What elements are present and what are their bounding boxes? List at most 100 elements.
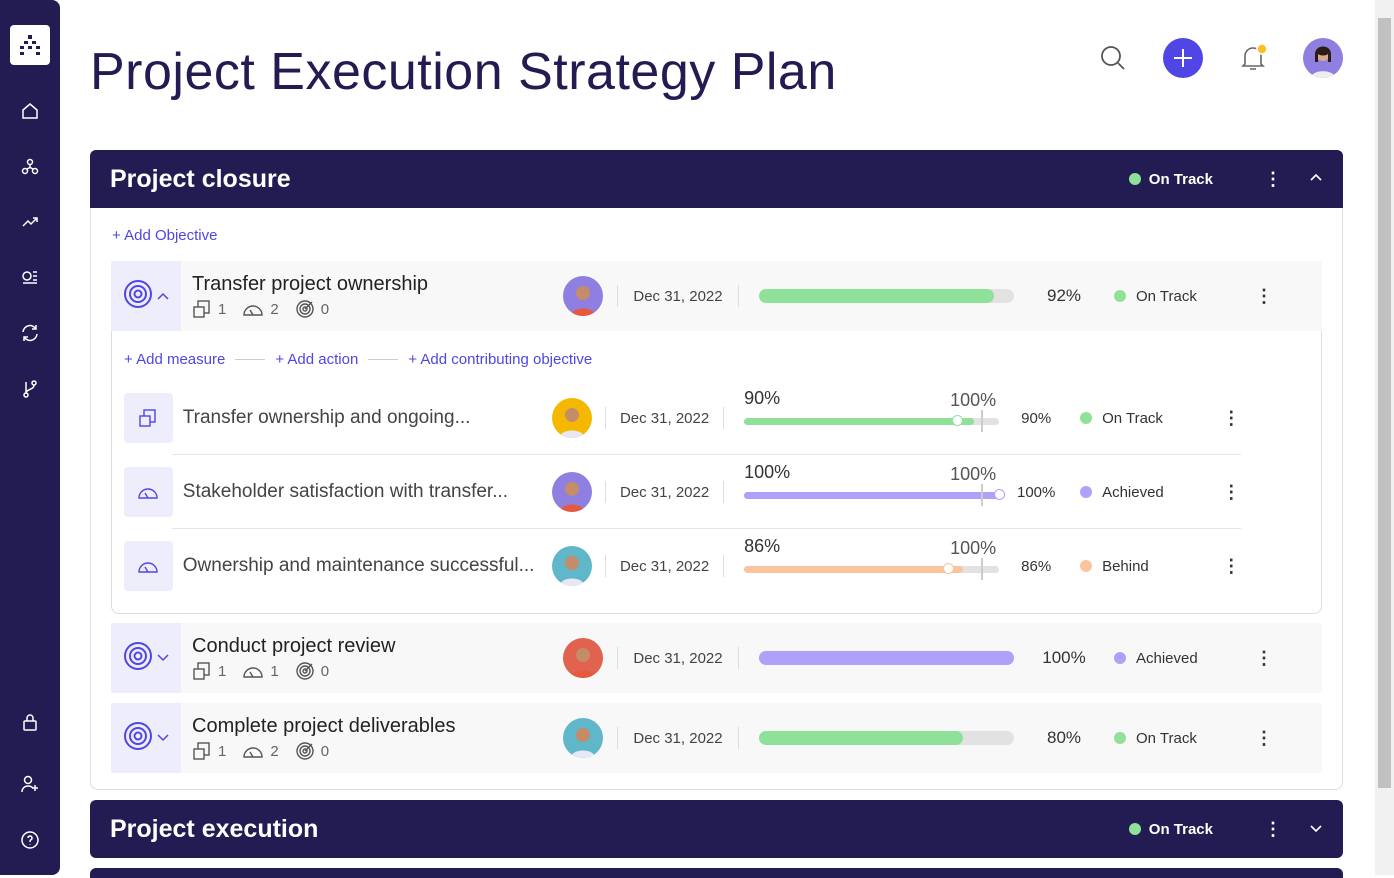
- add-contributing-objective-link[interactable]: + Add contributing objective: [408, 351, 593, 368]
- objective-toggle[interactable]: [111, 623, 181, 693]
- radar-icon: [295, 741, 315, 761]
- progress-fill: [759, 651, 1014, 665]
- help-icon[interactable]: [18, 828, 42, 852]
- list-icon[interactable]: [18, 265, 42, 289]
- status-dot: [1128, 823, 1141, 835]
- more-options-icon[interactable]: ⋮: [1255, 285, 1273, 306]
- measure-title[interactable]: Ownership and maintenance successful...: [182, 555, 535, 576]
- trend-icon[interactable]: [18, 210, 42, 234]
- measure-title[interactable]: Transfer ownership and ongoing...: [182, 407, 471, 428]
- section-title: Project closure: [110, 164, 291, 193]
- objective-toggle[interactable]: [111, 261, 181, 331]
- hierarchy-icon[interactable]: [18, 155, 42, 179]
- owner-avatar[interactable]: [563, 276, 603, 316]
- user-avatar[interactable]: [1303, 38, 1343, 78]
- actions-count: 2: [242, 301, 279, 318]
- objective-title[interactable]: Conduct project review: [192, 635, 396, 657]
- more-options-icon[interactable]: ⋮: [1222, 407, 1241, 428]
- status-dot: [1114, 732, 1126, 744]
- progress-fill: [744, 566, 964, 573]
- contributing-count: 0: [295, 299, 329, 319]
- owner-avatar[interactable]: [551, 398, 592, 438]
- chevron-down-icon[interactable]: [1283, 820, 1323, 838]
- owner-avatar[interactable]: [563, 638, 603, 678]
- gauge-icon: [242, 743, 264, 759]
- progress-bar: [759, 289, 1014, 303]
- sync-icon[interactable]: [18, 321, 42, 345]
- measure-row[interactable]: Ownership and maintenance successful... …: [124, 529, 1241, 603]
- branch-icon[interactable]: [18, 377, 42, 401]
- notification-bell-icon[interactable]: [1233, 38, 1273, 78]
- current-value: 100%: [744, 462, 791, 482]
- actions-count: 2: [242, 743, 279, 760]
- more-options-icon[interactable]: ⋮: [1264, 168, 1282, 189]
- owner-avatar[interactable]: [551, 546, 592, 586]
- status-label: On Track: [1136, 287, 1197, 305]
- status-dot: [1080, 412, 1093, 424]
- logo-icon[interactable]: [10, 25, 50, 65]
- document-icon: [192, 299, 212, 319]
- status-dot: [1114, 652, 1126, 664]
- more-options-icon[interactable]: ⋮: [1222, 481, 1241, 502]
- owner-avatar[interactable]: [551, 472, 592, 512]
- target-value: 100%: [950, 538, 997, 558]
- next-section-header[interactable]: [90, 868, 1343, 878]
- objective-title[interactable]: Transfer project ownership: [192, 273, 429, 295]
- document-icon: [192, 661, 212, 681]
- add-measure-link[interactable]: + Add measure: [124, 351, 226, 368]
- progress-percent: 86%: [1021, 557, 1052, 575]
- add-action-link[interactable]: + Add action: [275, 351, 359, 368]
- home-icon[interactable]: [18, 99, 42, 123]
- progress-fill: [744, 418, 974, 425]
- search-icon[interactable]: [1093, 38, 1133, 78]
- due-date: Dec 31, 2022: [619, 409, 710, 427]
- section-project-execution: Project execution On Track ⋮: [90, 800, 1343, 858]
- more-options-icon[interactable]: ⋮: [1222, 555, 1241, 576]
- more-options-icon[interactable]: ⋮: [1264, 818, 1282, 839]
- scrollbar-thumb[interactable]: [1378, 18, 1391, 788]
- objective-expanded-panel: + Add measure + Add action + Add contrib…: [111, 331, 1322, 614]
- scrollbar[interactable]: [1375, 0, 1394, 875]
- target-marker: [981, 484, 984, 506]
- status-label: On Track: [1102, 409, 1163, 427]
- section-body: + Add Objective Transfer project ownersh…: [90, 208, 1343, 790]
- page-title: Project Execution Strategy Plan: [90, 43, 837, 101]
- status: Behind: [1080, 558, 1221, 575]
- status-label: On Track: [1148, 170, 1213, 188]
- progress-handle: [943, 563, 954, 574]
- add-button[interactable]: [1163, 38, 1203, 78]
- objective-title[interactable]: Complete project deliverables: [192, 715, 456, 737]
- status: On Track: [1114, 730, 1254, 747]
- status: On Track: [1114, 288, 1254, 305]
- target-value: 100%: [950, 464, 997, 484]
- measure-row[interactable]: Stakeholder satisfaction with transfer..…: [124, 455, 1241, 529]
- progress-bar: [759, 731, 1014, 745]
- progress-fill: [759, 731, 963, 745]
- section-header[interactable]: Project execution On Track ⋮: [90, 800, 1343, 858]
- due-date: Dec 31, 2022: [619, 483, 710, 501]
- more-options-icon[interactable]: ⋮: [1255, 647, 1273, 668]
- add-user-icon[interactable]: [18, 772, 42, 796]
- section-header[interactable]: Project closure On Track ⋮: [90, 150, 1343, 208]
- section-status: On Track: [1128, 170, 1213, 188]
- objective-toggle[interactable]: [111, 703, 181, 773]
- current-value: 90%: [744, 388, 781, 408]
- more-options-icon[interactable]: ⋮: [1255, 727, 1273, 748]
- progress-percent: 80%: [1046, 728, 1082, 747]
- progress-percent: 92%: [1046, 286, 1082, 305]
- owner-avatar[interactable]: [563, 718, 603, 758]
- chevron-up-icon[interactable]: [1283, 170, 1323, 188]
- target-value: 100%: [950, 390, 997, 410]
- chevron-down-icon: [157, 654, 169, 662]
- chevron-up-icon: [157, 292, 169, 300]
- measure-row[interactable]: Transfer ownership and ongoing... Dec 31…: [124, 381, 1241, 455]
- add-objective-link[interactable]: + Add Objective: [112, 227, 218, 244]
- document-icon: [124, 393, 173, 443]
- progress-bar: [759, 651, 1014, 665]
- lock-icon[interactable]: [18, 710, 42, 734]
- measure-title[interactable]: Stakeholder satisfaction with transfer..…: [182, 481, 509, 502]
- progress-handle: [994, 489, 1006, 500]
